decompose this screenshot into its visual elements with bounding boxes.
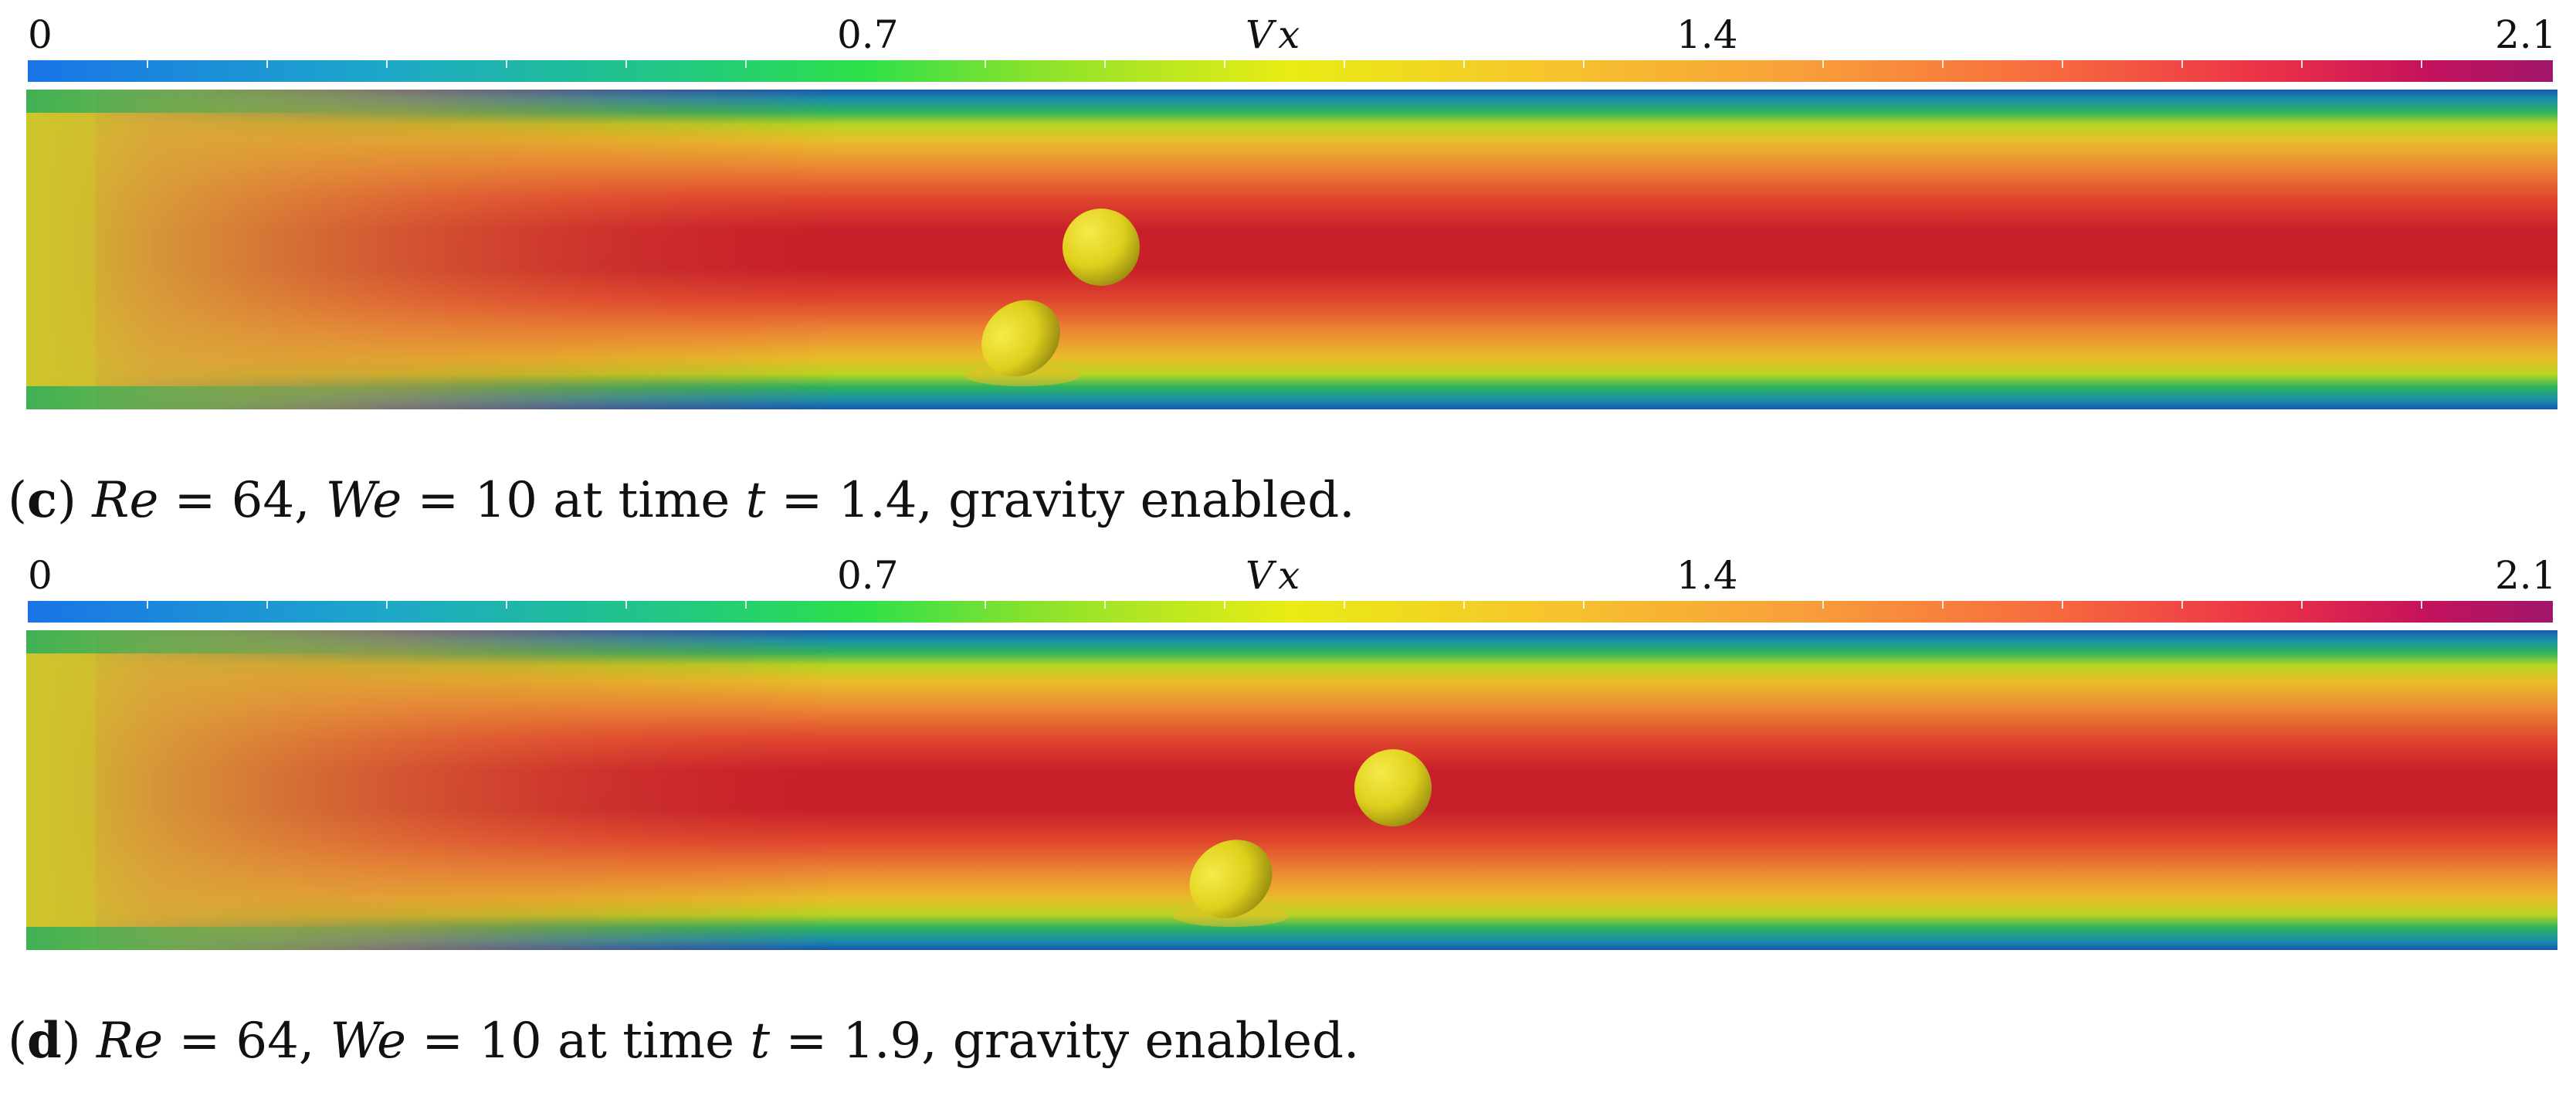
caption-text: = 64, xyxy=(158,472,326,529)
caption-re-symbol: Re xyxy=(97,1013,164,1070)
wall-layer-bottom xyxy=(26,386,2557,409)
colorbar-minor-tick xyxy=(1583,601,1585,609)
wall-layer-bottom xyxy=(26,927,2557,950)
inlet-edge xyxy=(26,90,96,409)
caption-re-symbol: Re xyxy=(92,472,159,529)
colorbar-minor-tick xyxy=(985,60,986,68)
colorbar-title: Vx xyxy=(1246,12,1305,57)
wall-layer-top xyxy=(26,630,2557,653)
inlet-edge xyxy=(26,630,96,950)
colorbar-minor-tick xyxy=(2301,60,2303,68)
colorbar-tick-label: 0 xyxy=(28,553,53,598)
colorbar-minor-tick xyxy=(1942,601,1944,609)
colorbar-minor-tick xyxy=(386,601,388,609)
colorbar-minor-tick xyxy=(745,60,747,68)
droplet-lower xyxy=(981,300,1060,377)
colorbar-minor-tick xyxy=(147,60,148,68)
colorbar-minor-tick xyxy=(386,60,388,68)
colorbar-minor-tick xyxy=(1822,601,1824,609)
caption-text: = 64, xyxy=(163,1013,330,1070)
colorbar-minor-tick xyxy=(1942,60,1944,68)
colorbar-minor-tick xyxy=(266,601,268,609)
colorbar-minor-tick xyxy=(1822,60,1824,68)
channel-flow-svg xyxy=(26,630,2557,950)
colorbar-minor-tick xyxy=(1104,60,1106,68)
colorbar-tick-label: 0 xyxy=(28,12,53,57)
caption-t-symbol: t xyxy=(745,472,766,529)
colorbar-minor-tick xyxy=(1344,601,1345,609)
colorbar-minor-tick xyxy=(1224,601,1225,609)
colorbar-title: Vx xyxy=(1246,553,1305,598)
droplet-upper xyxy=(1354,749,1432,826)
colorbar-minor-tick xyxy=(506,60,507,68)
colorbar-tick-label: 0.7 xyxy=(837,12,899,57)
figure-caption: (d) Re = 64, We = 10 at time t = 1.9, gr… xyxy=(8,1012,1359,1070)
caption-text: = 10 at time xyxy=(405,1013,751,1070)
colorbar-tick-label: 1.4 xyxy=(1676,553,1738,598)
wall-layer-top xyxy=(26,90,2557,113)
colorbar-minor-tick xyxy=(1344,60,1345,68)
caption-we-symbol: We xyxy=(325,472,402,529)
inlet-region xyxy=(26,630,2557,950)
channel-flow-svg xyxy=(26,90,2557,409)
colorbar-minor-tick xyxy=(625,60,627,68)
colorbar-minor-tick xyxy=(147,601,148,609)
caption-label: d xyxy=(26,1012,62,1070)
colorbar xyxy=(28,60,2553,82)
colorbar-tick-label: 1.4 xyxy=(1676,12,1738,57)
colorbar-minor-tick xyxy=(745,601,747,609)
droplet-upper xyxy=(1063,209,1140,286)
caption-text: = 1.9, gravity enabled. xyxy=(770,1013,1360,1070)
colorbar-minor-tick xyxy=(2301,601,2303,609)
colorbar-minor-tick xyxy=(1583,60,1585,68)
caption-text: = 1.4, gravity enabled. xyxy=(765,472,1355,529)
colorbar-minor-tick xyxy=(2421,601,2422,609)
colorbar-tick-label: 0.7 xyxy=(837,553,899,598)
colorbar-minor-tick xyxy=(1224,60,1225,68)
caption-paren: ( xyxy=(8,472,27,529)
colorbar-minor-tick xyxy=(2181,60,2183,68)
colorbar xyxy=(28,601,2553,623)
caption-t-symbol: t xyxy=(750,1013,771,1070)
caption-paren: ) xyxy=(61,1013,81,1070)
colorbar-minor-tick xyxy=(266,60,268,68)
velocity-field-render xyxy=(26,90,2557,409)
colorbar-minor-tick xyxy=(2421,60,2422,68)
caption-paren: ( xyxy=(8,1013,27,1070)
colorbar-minor-tick xyxy=(2181,601,2183,609)
colorbar-minor-tick xyxy=(985,601,986,609)
colorbar-labels: 0 0.7 Vx 1.4 2.1 xyxy=(28,6,2557,60)
caption-text: = 10 at time xyxy=(402,472,746,529)
colorbar-tick-label: 2.1 xyxy=(2495,12,2557,57)
colorbar-labels: 0 0.7 Vx 1.4 2.1 xyxy=(28,547,2557,601)
colorbar-tick-label: 2.1 xyxy=(2495,553,2557,598)
colorbar-minor-tick xyxy=(2062,601,2063,609)
colorbar-minor-tick xyxy=(1463,60,1465,68)
caption-paren: ) xyxy=(56,472,76,529)
inlet-region xyxy=(26,90,2557,409)
colorbar-minor-tick xyxy=(1104,601,1106,609)
velocity-field-render xyxy=(26,630,2557,950)
colorbar-minor-tick xyxy=(625,601,627,609)
figure-caption: (c) Re = 64, We = 10 at time t = 1.4, gr… xyxy=(8,471,1355,529)
caption-label: c xyxy=(26,471,57,529)
colorbar-minor-tick xyxy=(2062,60,2063,68)
droplet-lower xyxy=(1189,840,1273,918)
caption-we-symbol: We xyxy=(330,1013,406,1070)
colorbar-minor-tick xyxy=(506,601,507,609)
colorbar-minor-tick xyxy=(1463,601,1465,609)
